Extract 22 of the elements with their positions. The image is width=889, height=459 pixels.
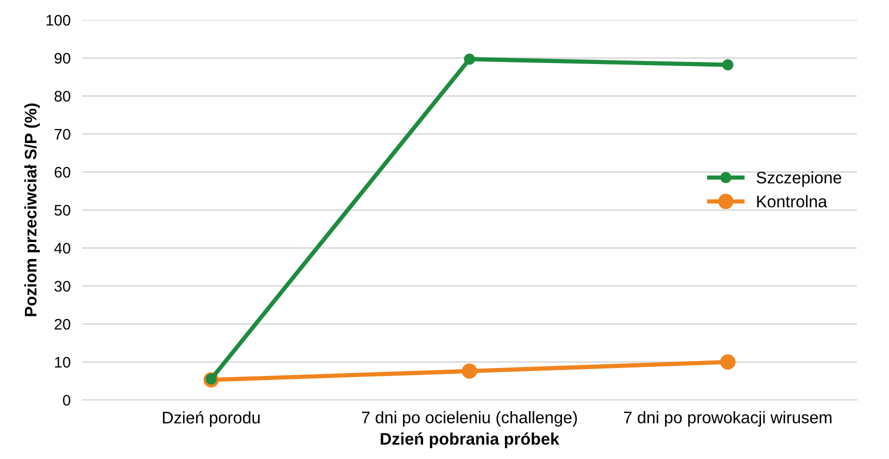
y-tick-label: 40 — [54, 242, 70, 254]
y-tick-label: 20 — [54, 318, 70, 330]
point — [720, 354, 736, 370]
legend-label: Szczepione — [756, 171, 842, 187]
x-axis-title: Dzień pobrania próbek — [380, 432, 560, 448]
y-tick-label: 80 — [54, 90, 70, 102]
y-tick-label: 70 — [54, 128, 70, 140]
legend-label: Kontrolna — [757, 195, 828, 208]
y-tick-label: 100 — [46, 14, 70, 26]
y-tick-label: 10 — [55, 356, 70, 368]
x-tick-label: 7 dni po ocieleniu (challenge) — [362, 411, 577, 427]
point — [464, 54, 476, 65]
y-tick-label: 90 — [54, 52, 70, 64]
y-axis-title: Poziom przeciwciał S/P (%) — [24, 104, 40, 316]
y-tick-label: 0 — [62, 394, 70, 406]
y-tick-label: 50 — [54, 204, 70, 216]
x-tick-label: Dzień porodu — [162, 411, 260, 427]
point — [722, 59, 734, 70]
y-tick-label: 30 — [54, 280, 70, 292]
x-tick-label: 7 dni po prowokacji wirusem — [624, 411, 832, 427]
point — [462, 363, 478, 379]
y-tick-label: 60 — [54, 166, 70, 178]
